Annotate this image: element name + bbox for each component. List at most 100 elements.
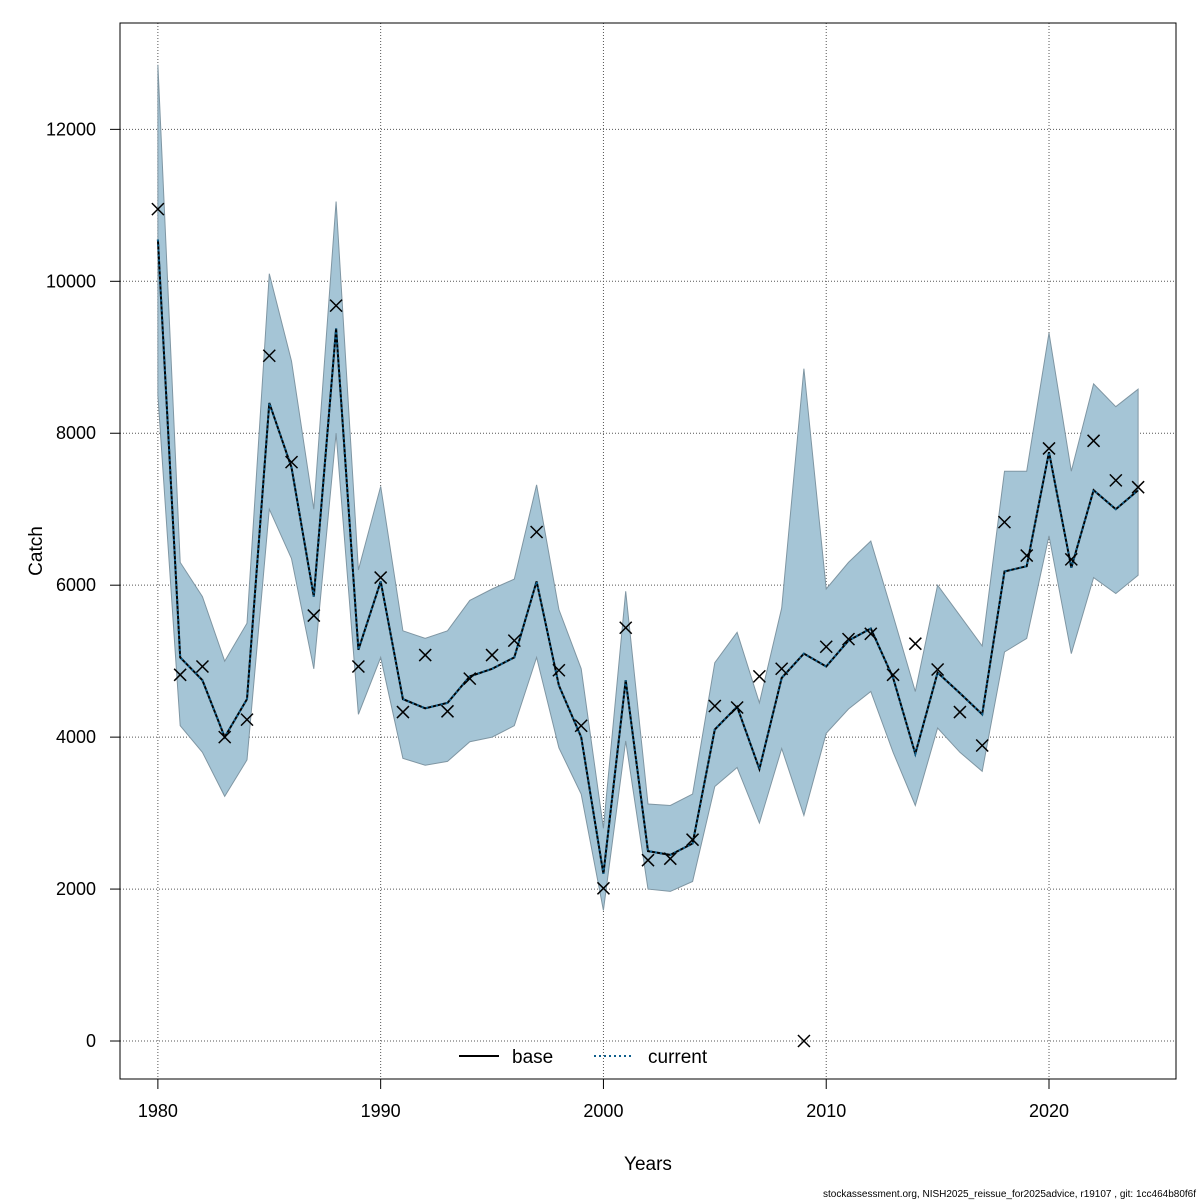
y-tick-label: 12000: [46, 119, 96, 139]
observed-point: [1042, 441, 1056, 455]
y-tick-label: 2000: [56, 879, 96, 899]
axes: 1980 1990 2000 2010 2020 0 2000 4000 6000 8000 100…: [46, 119, 1069, 1121]
observed-point-stroke: [173, 668, 187, 682]
observed-point: [151, 202, 165, 216]
observed-point-stroke: [931, 662, 945, 677]
observed-point: [596, 881, 610, 895]
x-axis-title: Years: [624, 1154, 672, 1175]
observed-point-stroke: [730, 700, 744, 715]
observed-point-stroke: [797, 1034, 811, 1048]
observed-point: [262, 349, 276, 363]
observed-point: [864, 627, 878, 641]
observed-point-stroke: [463, 672, 477, 686]
observed-point: [686, 833, 700, 847]
observed-point: [975, 738, 989, 753]
observed-point: [374, 571, 388, 585]
y-tick-label: 8000: [56, 423, 96, 443]
observed-point-stroke: [418, 648, 432, 662]
observed-point-stroke: [240, 713, 254, 727]
observed-point: [1131, 480, 1145, 494]
x-tick-label: 2000: [583, 1101, 623, 1121]
observed-point-stroke: [775, 662, 789, 676]
observed-point-stroke: [1064, 552, 1078, 566]
observed-point-stroke: [351, 659, 365, 674]
observed-point: [797, 1034, 811, 1048]
observed-points: [151, 202, 1145, 1048]
x-tick-label: 2010: [806, 1101, 846, 1121]
observed-point: [285, 455, 299, 469]
grid-lines: [120, 23, 1176, 1079]
series-lines: [156, 239, 1139, 875]
observed-point-stroke: [864, 627, 878, 641]
observed-point: [730, 700, 744, 715]
observed-point-stroke: [552, 663, 566, 677]
x-tick-label: 2020: [1029, 1101, 1069, 1121]
y-tick-label: 0: [86, 1031, 96, 1051]
legend: base current: [459, 1047, 708, 1068]
observed-point-stroke: [619, 621, 633, 635]
observed-point-stroke: [574, 719, 588, 733]
observed-point-stroke: [374, 571, 388, 585]
observed-point-stroke: [285, 455, 299, 469]
observed-point: [908, 637, 922, 651]
observed-point-stroke: [752, 669, 766, 683]
observed-point: [619, 621, 633, 635]
observed-point: [396, 705, 410, 719]
observed-point-stroke: [686, 833, 700, 847]
observed-point: [418, 648, 432, 662]
observed-point: [1109, 473, 1123, 487]
observed-point-stroke: [641, 853, 655, 867]
observed-point: [1020, 549, 1034, 563]
observed-point: [819, 640, 833, 654]
observed-point: [240, 713, 254, 727]
observed-point: [953, 705, 967, 719]
observed-point: [574, 719, 588, 733]
observed-point-stroke: [307, 609, 321, 623]
observed-point-stroke: [886, 668, 900, 682]
observed-point: [173, 668, 187, 682]
observed-point: [195, 659, 209, 674]
observed-point: [485, 648, 499, 662]
observed-point-stroke: [596, 881, 610, 895]
observed-point: [552, 663, 566, 677]
legend-base-label: base: [512, 1047, 553, 1068]
observed-point: [440, 704, 455, 718]
observed-point-stroke: [262, 349, 276, 363]
observed-point-stroke: [997, 515, 1011, 529]
observed-point: [1064, 552, 1078, 566]
x-tick-label: 1990: [361, 1101, 401, 1121]
footer-credit: stockassessment.org, NISH2025_reissue_fo…: [823, 1189, 1196, 1200]
observed-point-stroke: [1131, 480, 1145, 494]
observed-point-stroke: [1020, 549, 1034, 563]
series-line-current: [156, 239, 1139, 875]
observed-point-stroke: [819, 640, 833, 654]
observed-point-stroke: [396, 705, 410, 719]
observed-point-stroke: [1042, 441, 1056, 455]
observed-point-stroke: [953, 705, 967, 719]
observed-point-stroke: [1087, 434, 1101, 448]
observed-point-stroke: [440, 704, 455, 718]
observed-point: [463, 672, 477, 686]
y-tick-label: 4000: [56, 727, 96, 747]
observed-point: [218, 730, 232, 744]
y-tick-label: 6000: [56, 575, 96, 595]
observed-point: [1087, 434, 1101, 448]
observed-point: [886, 668, 900, 682]
observed-point-stroke: [530, 525, 544, 539]
observed-point-stroke: [507, 634, 521, 648]
observed-point: [507, 634, 521, 648]
observed-point-stroke: [1109, 473, 1123, 487]
observed-point-stroke: [708, 699, 722, 713]
observed-point-stroke: [329, 299, 343, 313]
observed-point-stroke: [975, 738, 989, 753]
observed-point-stroke: [195, 659, 209, 674]
observed-point-stroke: [151, 202, 165, 216]
observed-point: [775, 662, 789, 676]
observed-point-stroke: [908, 637, 922, 651]
x-tick-label: 1980: [138, 1101, 178, 1121]
observed-point-stroke: [485, 648, 499, 662]
observed-point: [530, 525, 544, 539]
observed-point: [307, 609, 321, 623]
y-tick-label: 10000: [46, 271, 96, 291]
